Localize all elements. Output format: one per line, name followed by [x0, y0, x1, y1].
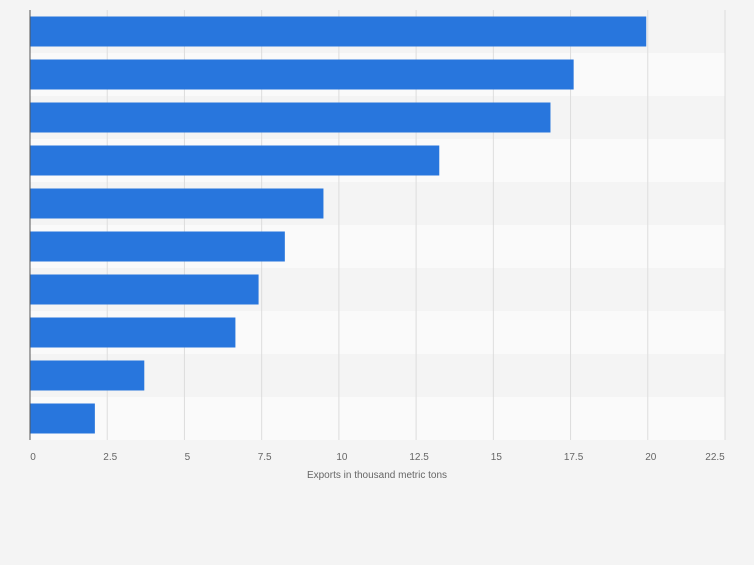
row-band — [30, 397, 725, 440]
x-tick-label: 10 — [336, 452, 348, 463]
bar — [30, 403, 95, 434]
bar — [30, 274, 259, 305]
x-tick-label: 12.5 — [409, 452, 429, 463]
x-tick-label: 17.5 — [564, 452, 584, 463]
bar — [30, 360, 145, 391]
x-tick-label: 5 — [185, 452, 191, 463]
bar — [30, 145, 440, 176]
x-tick-label: 15 — [491, 452, 503, 463]
bars — [30, 16, 647, 434]
x-tick-label: 7.5 — [258, 452, 272, 463]
bar — [30, 188, 324, 219]
x-tick-label: 22.5 — [705, 452, 725, 463]
x-tick-labels: 0 2.5 5 7.5 10 12.5 15 17.5 20 22.5 — [30, 452, 725, 463]
bar — [30, 231, 285, 262]
bar — [30, 102, 551, 133]
x-tick-label: 2.5 — [103, 452, 117, 463]
x-tick-label: 20 — [645, 452, 657, 463]
bar — [30, 16, 647, 47]
x-axis-title: Exports in thousand metric tons — [307, 470, 447, 481]
x-tick-label: 0 — [30, 452, 36, 463]
bar — [30, 317, 236, 348]
row-band — [30, 354, 725, 397]
bar — [30, 59, 574, 90]
